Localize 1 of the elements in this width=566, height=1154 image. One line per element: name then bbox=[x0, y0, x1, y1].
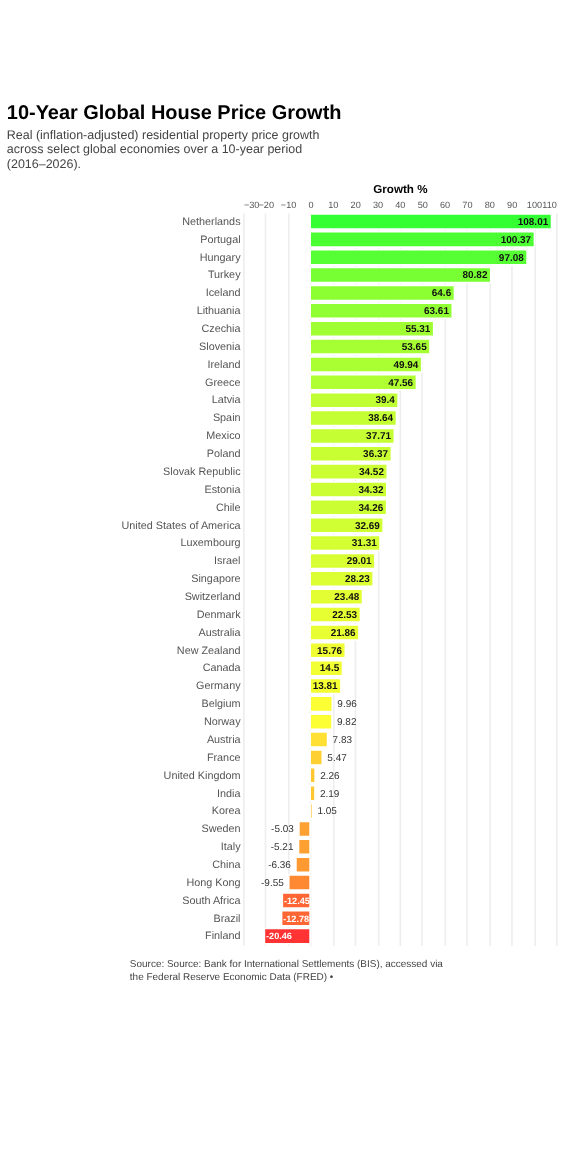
chart-title: 10-Year Global House Price Growth bbox=[6, 102, 342, 125]
